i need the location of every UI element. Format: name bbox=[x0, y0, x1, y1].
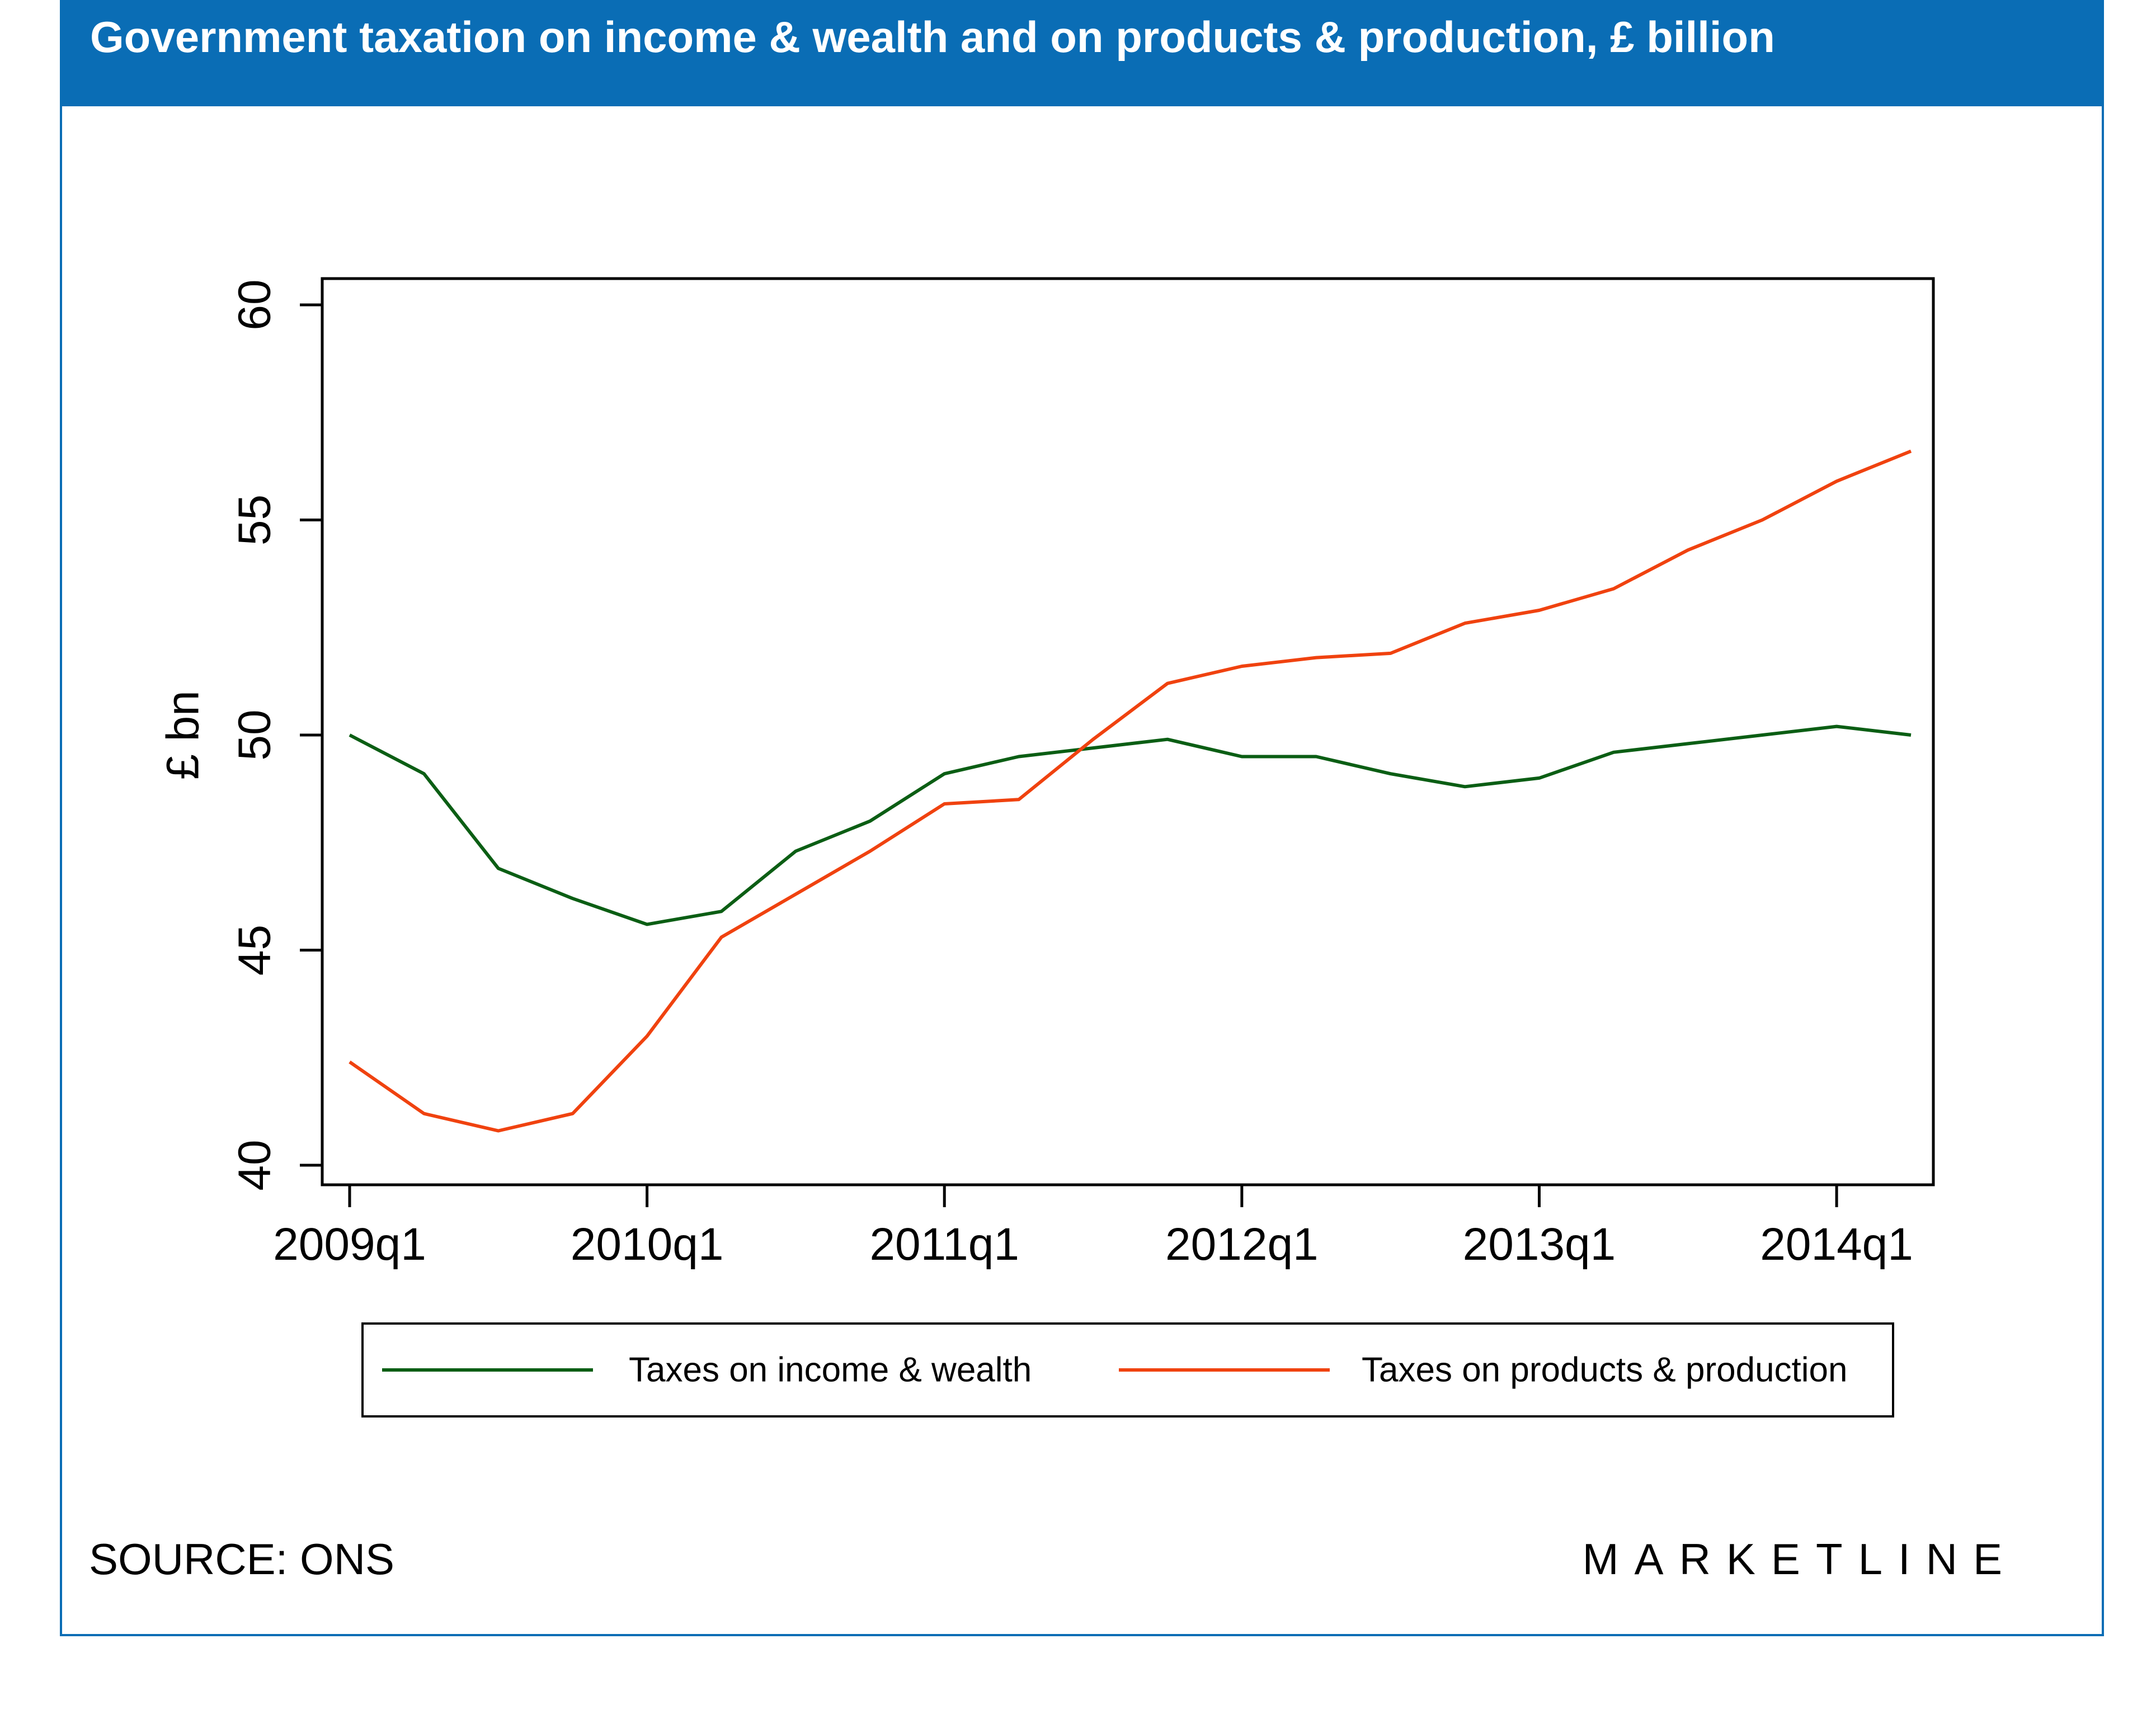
y-tick-label: 55 bbox=[229, 495, 280, 545]
legend-label-1: Taxes on products & production bbox=[1362, 1351, 1848, 1390]
y-tick-label: 60 bbox=[229, 279, 280, 330]
legend-label-0: Taxes on income & wealth bbox=[629, 1351, 1032, 1390]
x-tick-label: 2014q1 bbox=[1760, 1219, 1913, 1270]
x-tick-label: 2009q1 bbox=[273, 1219, 426, 1270]
x-tick-label: 2010q1 bbox=[571, 1219, 724, 1270]
y-axis: 40 45 50 55 60 bbox=[229, 279, 324, 1191]
x-tick-label: 2011q1 bbox=[869, 1219, 1019, 1270]
plot-frame bbox=[321, 277, 1935, 1186]
legend: Taxes on income & wealth Taxes on product… bbox=[361, 1322, 1894, 1418]
source-note: SOURCE: ONS bbox=[89, 1534, 395, 1584]
series-line-0 bbox=[349, 724, 1912, 926]
series-line-1 bbox=[349, 449, 1912, 1133]
y-tick-label: 45 bbox=[229, 925, 280, 976]
y-tick-label: 40 bbox=[229, 1139, 280, 1190]
series-layer bbox=[349, 449, 1912, 1133]
brand-logo: MARKETLINE bbox=[1582, 1534, 2018, 1584]
x-axis: 2009q1 2010q1 2011q1 2012q1 2013q1 2014q1 bbox=[273, 1183, 1913, 1270]
y-axis-title: £ bn bbox=[158, 690, 209, 780]
chart-title: Government taxation on income & wealth a… bbox=[90, 12, 1775, 62]
title-bar: Government taxation on income & wealth a… bbox=[62, 2, 2102, 106]
x-tick-label: 2013q1 bbox=[1463, 1219, 1616, 1270]
x-tick-label: 2012q1 bbox=[1165, 1219, 1319, 1270]
y-tick-label: 50 bbox=[229, 709, 280, 760]
